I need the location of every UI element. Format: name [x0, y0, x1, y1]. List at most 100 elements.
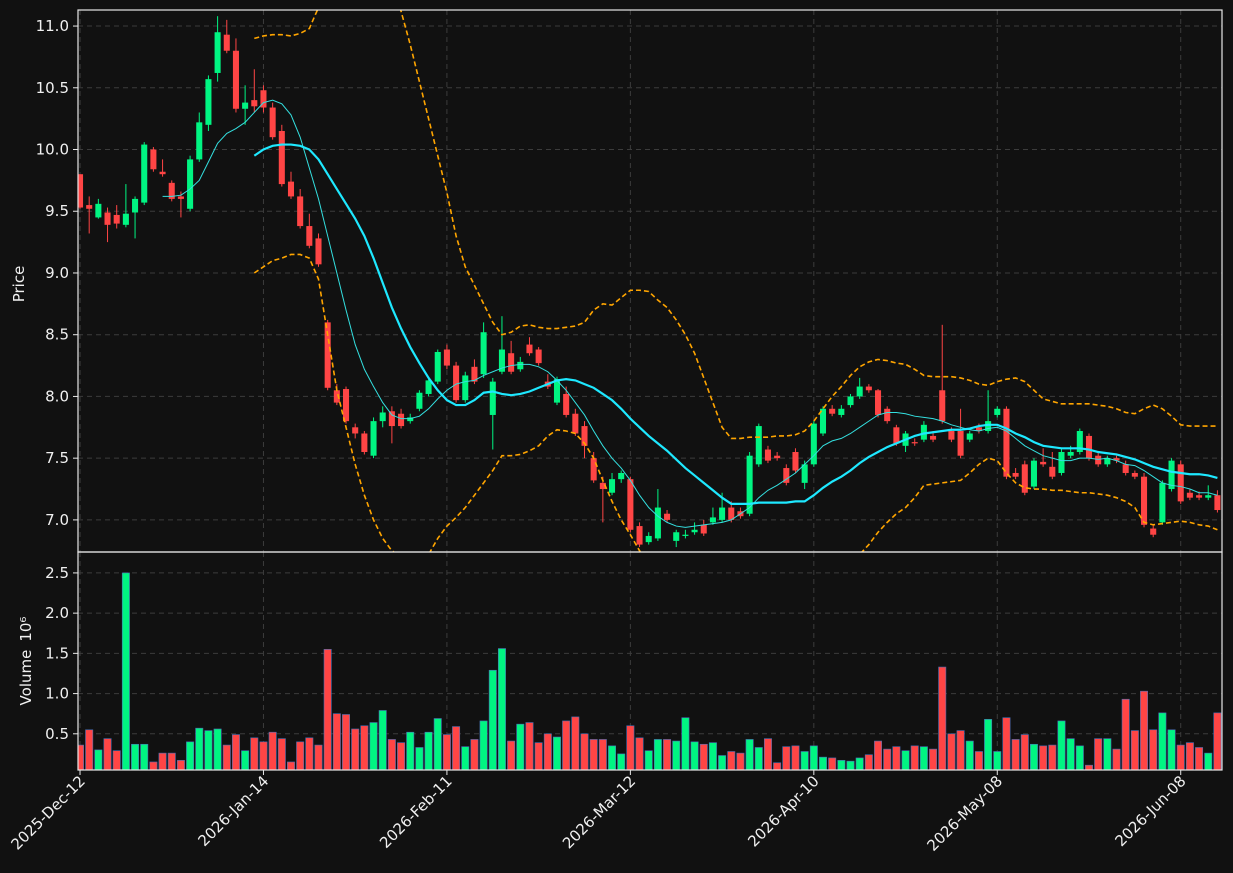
volume-bar	[708, 742, 717, 770]
volume-bar	[653, 739, 662, 770]
volume-bar	[562, 720, 571, 770]
volume-bar	[167, 752, 176, 770]
volume-bar	[809, 745, 818, 770]
candle-body	[269, 107, 276, 138]
volume-bar	[1204, 752, 1213, 770]
candle-body	[884, 408, 891, 422]
candle-body	[581, 426, 588, 446]
y-tick-label: 7.0	[45, 511, 69, 529]
volume-bar	[635, 737, 644, 770]
grid	[78, 10, 1222, 770]
candle-body	[709, 517, 716, 523]
volume-bar	[507, 740, 516, 770]
volume-bar	[672, 740, 681, 770]
volume-bar	[112, 750, 121, 770]
volume-bar	[231, 734, 240, 770]
candle-body	[975, 427, 982, 432]
volume-bar	[314, 744, 323, 770]
volume-bar	[745, 739, 754, 770]
candle-body	[517, 361, 524, 370]
volume-bar	[754, 747, 763, 770]
volume-bar	[718, 755, 727, 770]
candle-body	[553, 379, 561, 403]
candle-body	[948, 431, 955, 440]
candle-body	[572, 413, 579, 434]
volume-label: Volume	[17, 650, 35, 706]
candle-body	[177, 196, 184, 199]
volume-tick-label: 2.5	[45, 564, 69, 582]
volume-bar	[617, 753, 626, 770]
candle-body	[113, 214, 120, 224]
volume-bar	[699, 743, 708, 770]
candle-body	[324, 322, 331, 388]
volume-bar	[1103, 738, 1112, 770]
candle-body	[471, 366, 478, 382]
y-tick-label: 8.0	[45, 387, 69, 405]
candle-body	[416, 392, 423, 409]
candle-body	[774, 455, 781, 459]
volume-bar	[296, 741, 305, 770]
volume-bar	[1140, 690, 1149, 770]
candle-body	[223, 34, 230, 51]
candle-body	[462, 375, 469, 401]
volume-bar	[993, 751, 1002, 770]
candle-body	[1067, 451, 1074, 456]
volume-tick-label: 2.0	[45, 604, 69, 622]
volume-bar	[424, 731, 433, 770]
y-tick-label: 7.5	[45, 449, 69, 467]
volume-bar	[1176, 744, 1185, 770]
volume-bar	[1085, 764, 1093, 770]
volume-bar	[571, 716, 580, 770]
volume-bar	[910, 745, 919, 770]
volume-bar	[864, 754, 873, 770]
candle-body	[333, 390, 340, 403]
candle-body	[86, 205, 93, 209]
volume-bar	[360, 725, 369, 770]
volume-tick-label: 1.5	[45, 644, 69, 662]
volume-bar	[351, 728, 360, 770]
volume-bar	[479, 720, 488, 770]
candle-body	[1021, 464, 1028, 493]
volume-bar	[681, 717, 690, 770]
candle-body	[645, 535, 652, 543]
volume-bar	[553, 736, 561, 770]
volume-bar	[277, 738, 286, 770]
candle-body	[966, 433, 973, 440]
volume-bar	[1158, 712, 1167, 770]
volume-bar	[121, 572, 130, 770]
candle-body	[1003, 408, 1010, 477]
volume-bar	[140, 743, 149, 770]
volume-bar	[1149, 729, 1158, 770]
candle-body	[453, 365, 460, 401]
volume-bar	[974, 751, 983, 770]
candle-body	[682, 534, 689, 536]
volume-frame	[77, 551, 1223, 771]
volume-bar	[397, 742, 406, 770]
candle-body	[1168, 460, 1175, 490]
candle-body	[434, 351, 441, 382]
volume-bar	[1057, 720, 1066, 770]
candle-body	[994, 408, 1001, 415]
candle-body	[407, 417, 414, 422]
candle-body	[159, 171, 166, 175]
candle-body	[599, 482, 606, 490]
volume-bar	[488, 669, 497, 770]
volume-bar	[828, 757, 837, 770]
volume-bar	[892, 746, 901, 770]
candle-body	[654, 507, 661, 539]
candle-body	[920, 424, 927, 440]
volume-bar	[1075, 745, 1084, 770]
candle-body	[1205, 495, 1212, 498]
candle-body	[1122, 464, 1129, 473]
candle-body	[251, 100, 258, 107]
volume-bar	[103, 738, 112, 770]
volume-bar	[250, 737, 259, 770]
volume-bar	[598, 739, 607, 770]
volume-bar	[965, 740, 974, 770]
volume-bar	[984, 719, 993, 770]
volume-bar	[369, 722, 378, 770]
volume-bar	[415, 747, 424, 770]
candle-body	[875, 390, 882, 415]
y-tick-label: 10.0	[36, 141, 69, 159]
